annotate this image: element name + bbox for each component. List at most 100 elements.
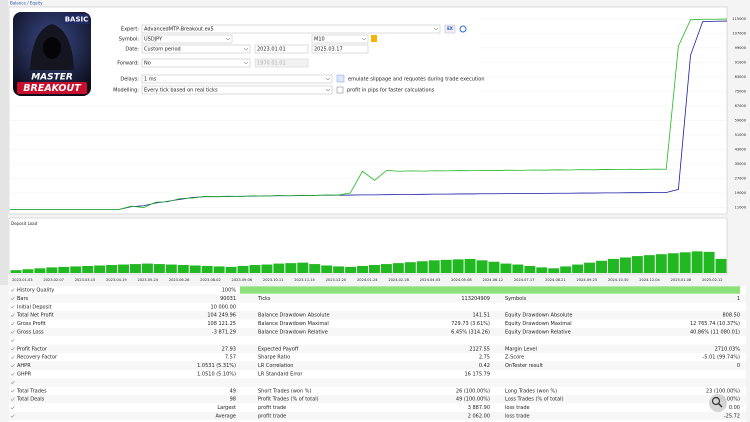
x-tick-label: 2023.04.19	[106, 278, 127, 282]
x-tick-label: 2024.10.30	[608, 278, 629, 282]
cell-label: profit trade	[258, 405, 286, 411]
load-bar	[536, 267, 548, 273]
load-bar	[165, 264, 177, 273]
dropdown-arrow	[243, 47, 249, 51]
load-bar	[428, 260, 440, 273]
symbol-icon[interactable]	[371, 35, 377, 42]
delays-note: emulate slippage and requotes during tra…	[348, 77, 484, 83]
load-bar	[273, 263, 285, 273]
slippage-icon[interactable]	[336, 74, 345, 83]
load-chart: 2023.01.03 2023.02.07 2023.03.15 2023.04.19…	[10, 251, 727, 282]
graph-tab[interactable]: Balance / Equity	[10, 1, 43, 6]
cell-label: Loss Trades (% of total)	[505, 397, 564, 403]
forward-label: Forward:	[117, 61, 139, 67]
forward-select[interactable]	[141, 58, 251, 68]
load-bar	[488, 261, 500, 273]
x-tick-label: 2023.08.02	[200, 278, 221, 282]
cell-label: History Quality	[17, 288, 54, 294]
cell-value: 16 175.79	[465, 372, 490, 378]
load-bar	[369, 265, 380, 273]
y-tick-label: 115000	[732, 17, 746, 21]
date-mode[interactable]	[141, 44, 251, 54]
y-tick-label: 99000	[735, 46, 747, 50]
cell-value: 0.42	[479, 363, 490, 369]
load-bar	[309, 264, 321, 273]
cell-label: Gross Loss	[17, 330, 44, 336]
cell-label: loss trade	[505, 414, 530, 420]
cell-label: Z-Score	[505, 355, 524, 361]
expert-button[interactable]	[444, 24, 456, 34]
symbol-value: USDJPY	[144, 37, 163, 43]
cell-value: 108 121.25	[207, 321, 236, 327]
load-bar	[440, 259, 452, 273]
cell-value: 12 765.74 (10.37%)	[690, 321, 740, 327]
date-label: Date:	[125, 47, 139, 53]
row-stripe	[9, 411, 746, 421]
quality-bar	[240, 286, 740, 294]
dropdown-arrow	[433, 27, 439, 31]
load-bar	[655, 254, 667, 273]
y-tick-label: 35000	[735, 162, 747, 166]
load-bar	[106, 265, 118, 273]
dropdown-arrow	[361, 37, 367, 41]
load-bar	[345, 266, 357, 273]
cell-value: 1.0510 (5.10%)	[197, 372, 236, 378]
cell-value: 49	[230, 388, 236, 394]
date-from[interactable]	[254, 44, 309, 54]
zoom-lens	[711, 396, 721, 406]
cell-value: 0	[737, 363, 740, 369]
row-check	[10, 322, 15, 326]
dropdown-arrow	[325, 77, 331, 81]
y-tick-label: 51000	[735, 133, 747, 137]
series-line	[10, 20, 728, 210]
symbol-select[interactable]	[141, 34, 233, 44]
date-to[interactable]	[311, 44, 369, 54]
period-select[interactable]	[311, 34, 369, 44]
symbol-label: Symbol:	[119, 37, 140, 43]
load-bar	[225, 266, 237, 273]
load-bar	[572, 264, 584, 273]
cell-label: Gross Profit	[17, 321, 46, 327]
row-stripe	[9, 327, 746, 337]
load-bar	[177, 265, 189, 273]
modelling-value: Every tick based on real ticks	[144, 88, 218, 94]
load-bar	[34, 268, 46, 273]
cell-value: 2710.03%	[715, 346, 741, 352]
expert-value: AdvancedMTP-Breakout.ex5	[144, 27, 214, 33]
load-bar	[452, 259, 464, 273]
load-bar	[333, 266, 345, 273]
cell-value: 1	[737, 296, 740, 302]
load-bar	[416, 261, 428, 273]
load-bar	[118, 264, 129, 273]
zoom-icon[interactable]	[709, 394, 727, 412]
expert-label: Expert:	[121, 27, 139, 33]
load-bar	[237, 265, 249, 273]
cell-value: 98	[230, 397, 236, 403]
pips-checkbox[interactable]	[336, 86, 344, 94]
load-bar	[608, 258, 619, 273]
y-tick-label: 107000	[732, 31, 746, 35]
row-check	[10, 313, 15, 317]
x-tick-label: 2024.01.24	[357, 278, 378, 282]
x-tick-label: 2024.02.28	[388, 278, 409, 282]
load-bar	[476, 260, 488, 273]
load-bar	[189, 265, 201, 273]
cell-label: Bars	[17, 296, 29, 302]
load-bar	[249, 265, 261, 273]
load-bar	[715, 258, 727, 273]
cell-value: 10 000.00	[211, 304, 236, 310]
delays-select[interactable]	[141, 74, 333, 84]
row-check	[10, 372, 15, 376]
load-bar	[631, 256, 643, 273]
load-bar	[392, 263, 404, 273]
cell-value: 40.86% (11 080.01)	[690, 330, 740, 336]
cell-label: Short Trades (won %)	[258, 388, 311, 394]
load-bar	[524, 265, 536, 273]
cell-label: Equity Drawdown Maximal	[505, 321, 572, 327]
cell-label: Equity Drawdown Relative	[505, 330, 571, 336]
settings-gear[interactable]	[459, 25, 467, 33]
expert-select[interactable]	[141, 24, 441, 34]
x-tick-label: 2023.12.20	[326, 278, 347, 282]
cell-value: 7.57	[225, 355, 236, 361]
modelling-select[interactable]	[141, 85, 333, 95]
